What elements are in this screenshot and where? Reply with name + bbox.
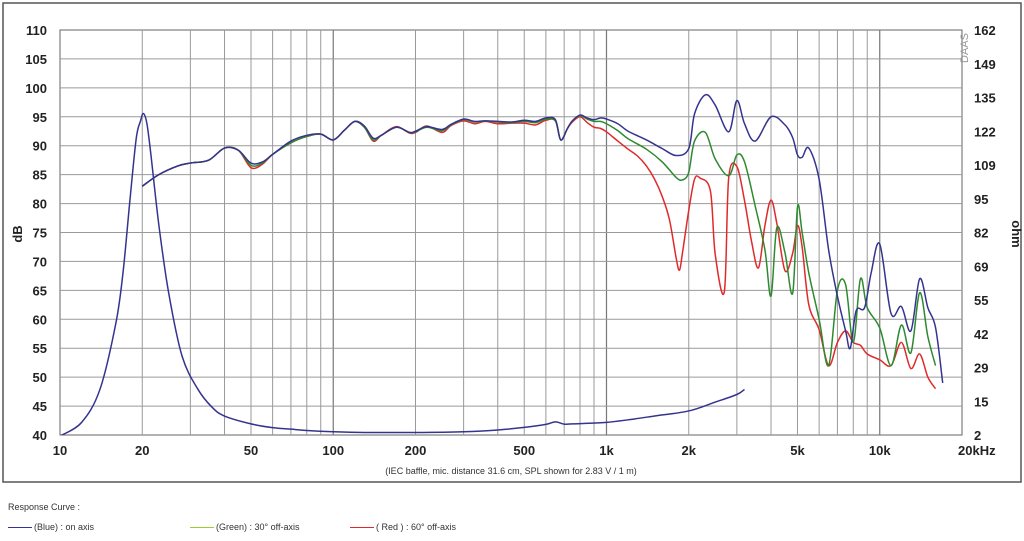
y2-tick-label: 29 (974, 361, 988, 376)
y-tick-label: 65 (33, 283, 47, 298)
legend-title: Response Curve : (8, 502, 81, 512)
x-tick-label: 100 (322, 443, 344, 458)
series-layer (60, 93, 944, 435)
legend-swatch-red (350, 526, 374, 528)
y-tick-label: 70 (33, 254, 47, 269)
y-tick-label: 80 (33, 197, 47, 212)
y2-tick-label: 69 (974, 259, 988, 274)
x-tick-label: 1k (599, 443, 614, 458)
y2-tick-label: 2 (974, 428, 981, 443)
y-tick-label: 85 (33, 168, 47, 183)
x-tick-label: 5k (790, 443, 805, 458)
legend-swatch-blue (8, 526, 32, 528)
y2-tick-label: 55 (974, 293, 988, 308)
y-axis-label: dB (10, 225, 25, 242)
legend-swatch-green (190, 526, 214, 528)
x-tick-label: 200 (405, 443, 427, 458)
y-tick-label: 90 (33, 139, 47, 154)
measurement-note: (IEC baffle, mic. distance 31.6 cm, SPL … (385, 466, 637, 476)
legend-item-green: (Green) : 30° off-axis (190, 522, 299, 532)
y2-tick-label: 162 (974, 23, 996, 38)
y2-tick-label: 15 (974, 394, 988, 409)
legend-label-blue: (Blue) : on axis (34, 522, 95, 532)
x-tick-label: 500 (513, 443, 535, 458)
y-tick-label: 110 (26, 23, 47, 38)
legend-item-red: ( Red ) : 60° off-axis (350, 522, 456, 532)
x-tick-label: 10 (53, 443, 67, 458)
y-tick-label: 50 (33, 370, 47, 385)
axes: 40 45 50 55 60 65 70 75 80 85 90 95 100 105 110 2 15 29 42… (25, 23, 996, 458)
y2-tick-label: 122 (974, 124, 996, 139)
impedance-curve (60, 112, 745, 435)
y2-tick-label: 42 (974, 327, 988, 342)
y2-tick-label: 109 (974, 158, 996, 173)
y2-axis-label: ohm (1009, 220, 1024, 247)
y2-tick-label: 149 (974, 57, 996, 72)
grid (60, 30, 962, 435)
y-tick-label: 75 (33, 226, 47, 241)
x-tick-label: 20 (135, 443, 149, 458)
y-tick-label: 45 (33, 399, 47, 414)
legend-item-blue: (Blue) : on axis (8, 522, 94, 532)
series-line-on-axis (141, 93, 944, 384)
legend: Response Curve : (Blue) : on axis (Green… (0, 490, 1024, 541)
x-tick-label: 50 (244, 443, 258, 458)
x-tick-label: 2k (682, 443, 697, 458)
y-tick-label: 55 (33, 341, 47, 356)
y-tick-label: 100 (25, 81, 47, 96)
x-tick-label: 10k (869, 443, 891, 458)
y-tick-label: 60 (33, 312, 47, 327)
x-tick-label: 20kHz (958, 443, 996, 458)
y2-tick-label: 95 (974, 192, 988, 207)
y-tick-label: 105 (25, 52, 47, 67)
watermark: DAAS (959, 33, 971, 63)
legend-label-red: ( Red ) : 60° off-axis (376, 522, 456, 532)
y-tick-label: 95 (33, 110, 47, 125)
y2-tick-label: 135 (974, 91, 996, 106)
y-tick-label: 40 (33, 428, 47, 443)
legend-label-green: (Green) : 30° off-axis (216, 522, 300, 532)
y2-tick-label: 82 (974, 226, 988, 241)
